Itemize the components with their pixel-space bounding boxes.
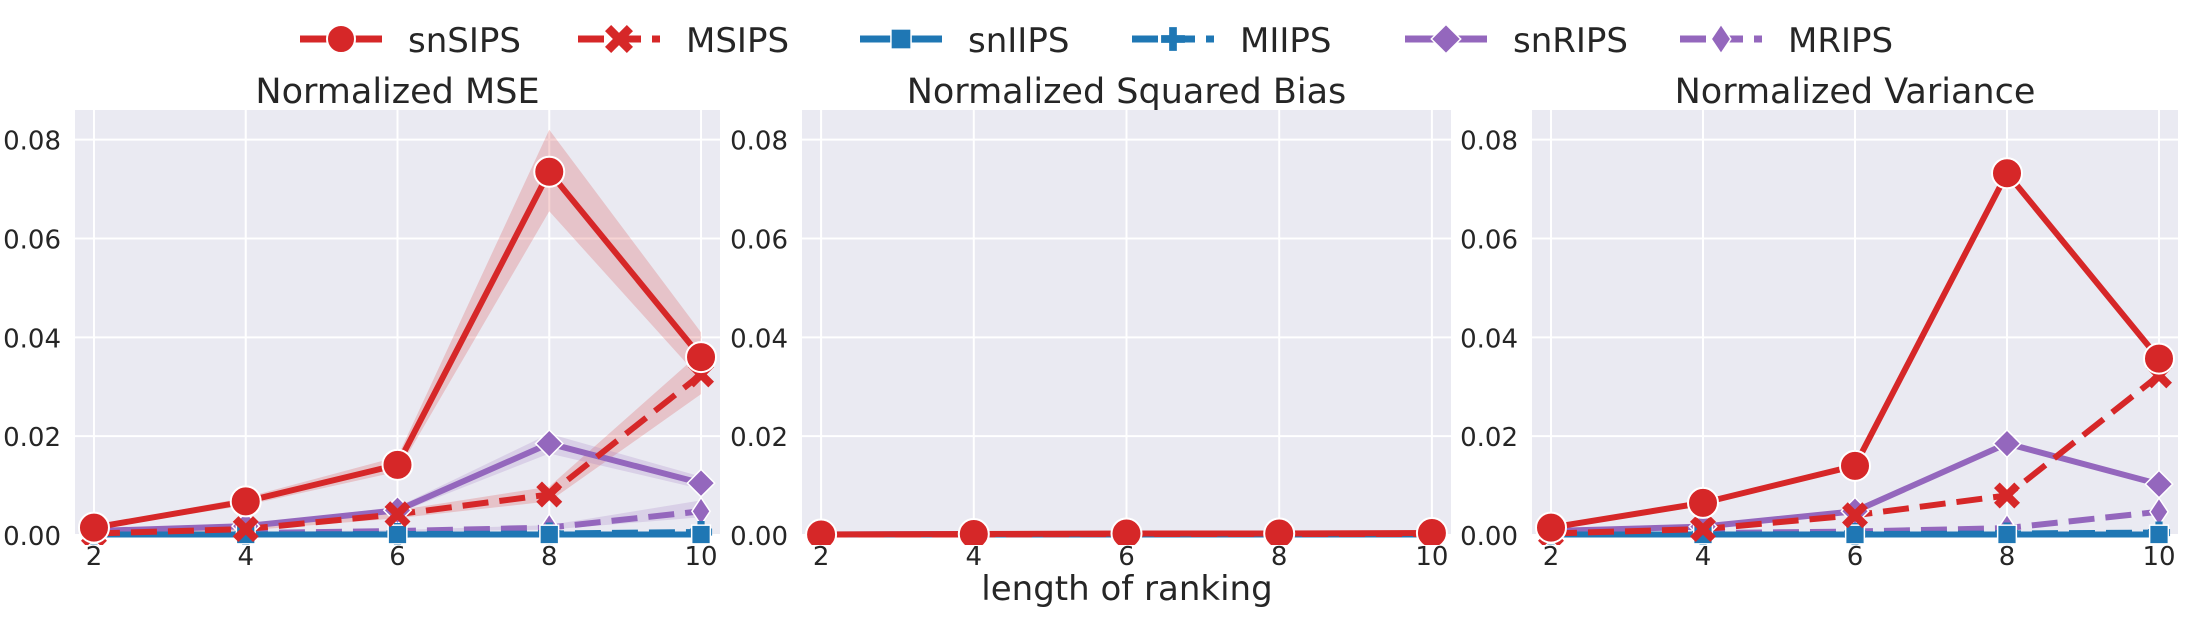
panel-normalized-variance-x-tick-label: 6 [1847,542,1864,572]
legend-marker-mrips [1710,22,1732,56]
panel-normalized-variance-y-tick-label: 0.02 [1460,423,1518,453]
panel-normalized-squared-bias-x-tick-label: 8 [1271,542,1288,572]
panel-normalized-mse-x-tick-label: 6 [389,542,406,572]
panel-normalized-variance-y-tick-label: 0.08 [1460,127,1518,157]
panel-normalized-squared-bias-y-tick-label: 0.00 [730,522,788,552]
panel-normalized-variance-point-msips [1690,516,1716,543]
panel-normalized-variance-point-snsips [1687,486,1719,519]
legend-label-mrips: MRIPS [1788,21,1893,61]
panel-normalized-squared-bias-y-tick-label: 0.06 [730,225,788,255]
legend-label-miips: MIIPS [1240,21,1331,61]
panel-normalized-variance-x-tick-label: 10 [2142,542,2175,572]
panel-normalized-variance-series-layer [1535,157,2175,545]
panel-normalized-variance-x-tick-label: 2 [1543,542,1560,572]
panel-normalized-variance-point-snrips [1992,428,2022,459]
panel-normalized-mse-point-msips [536,481,563,508]
legend-item-miips: MIIPS [1132,21,1331,61]
panel-normalized-mse-x-tick-label: 2 [86,542,103,572]
legend-item-snrips: snRIPS [1405,21,1628,61]
panel-normalized-mse-x-tick-label: 8 [541,542,558,572]
legend-item-mrips: MRIPS [1680,21,1893,61]
panel-normalized-variance-point-snsips [1839,449,1871,482]
panels: 0.00 0.02 0.04 0.06 0.08 2 4 6 8 10 Normalized MSE… [3,72,2178,572]
panel-normalized-mse-point-snsips [381,448,414,481]
panel-normalized-squared-bias-point-snsips [1110,517,1143,545]
panel-normalized-mse-point-sniips [690,524,712,545]
panel-normalized-variance-point-sniips [2148,524,2170,545]
legend-item-snsips: snSIPS [300,21,521,61]
legend-label-snsips: snSIPS [408,21,521,61]
panel-normalized-mse-band-msips [93,352,702,535]
legend-label-sniips: snIIPS [968,21,1069,61]
panel-normalized-variance-point-sniips [1844,524,1866,545]
panel-normalized-variance-x-tick-label: 8 [1999,542,2016,572]
panel-normalized-squared-bias-point-snsips [805,518,838,545]
panel-normalized-mse-point-snsips [685,341,718,374]
panel-normalized-squared-bias-x-tick-label: 10 [1415,542,1448,572]
panel-normalized-variance-point-snsips [1991,157,2023,190]
panel-normalized-variance-point-snsips [1535,511,1567,544]
panel-normalized-mse-y-tick-label: 0.02 [3,423,61,453]
legend: snSIPS MSIPS snIIPS MIIPS snRIPS MRIPS [300,21,1893,61]
panel-normalized-variance-x-tick-label: 4 [1695,542,1712,572]
legend-item-msips: MSIPS [578,21,789,61]
panel-normalized-mse-series-layer [77,129,718,545]
panel-normalized-squared-bias-title: Normalized Squared Bias [907,72,1347,112]
panel-normalized-squared-bias-series-layer [805,517,1448,545]
panel-normalized-variance-point-msips [1842,502,1868,529]
panel-normalized-mse-x-tick-label: 10 [684,542,717,572]
panel-normalized-mse-point-snsips [77,511,110,544]
panel-normalized-mse-point-msips [384,501,411,528]
panel-normalized-mse-y-tick-label: 0.08 [3,127,61,157]
panel-normalized-mse-point-msips [232,516,259,543]
panel-normalized-mse-point-snrips [534,428,564,459]
legend-marker-msips [605,25,633,53]
panel-normalized-squared-bias-point-snsips [957,518,990,545]
legend-label-msips: MSIPS [686,21,789,61]
legend-marker-snsips [326,24,356,54]
legend-marker-snrips [1430,23,1462,55]
panel-normalized-mse-title: Normalized MSE [255,72,539,112]
panel-normalized-mse: 0.00 0.02 0.04 0.06 0.08 2 4 6 8 10 Normalized MSE [3,72,720,572]
shared-x-axis-label: length of ranking [981,569,1272,609]
legend-marker-sniips [890,28,912,50]
panel-normalized-mse-point-sniips [539,524,560,545]
panel-normalized-mse-point-snsips [533,155,566,188]
panel-normalized-variance-title: Normalized Variance [1675,72,2036,112]
panel-normalized-variance-y-tick-label: 0.06 [1460,225,1518,255]
panel-normalized-squared-bias-y-tick-label: 0.04 [730,324,788,354]
panel-normalized-variance: 0.00 0.02 0.04 0.06 0.08 2 4 6 8 10 Normalized Var… [1460,72,2178,572]
panel-normalized-squared-bias-y-tick-label: 0.08 [730,127,788,157]
panel-normalized-mse-y-tick-label: 0.04 [3,324,61,354]
panel-normalized-squared-bias-point-snsips [1263,517,1296,545]
panel-normalized-variance-point-snrips [2144,469,2174,499]
panel-normalized-mse-point-snrips [686,468,716,498]
panel-normalized-variance-point-sniips [1996,524,2018,545]
legend-item-sniips: snIIPS [860,21,1069,61]
panel-normalized-mse-point-sniips [387,524,408,545]
legend-marker-miips [1161,27,1185,51]
panel-normalized-squared-bias-x-tick-label: 4 [966,542,983,572]
panel-normalized-mse-point-snsips [229,485,262,518]
panel-normalized-squared-bias-x-tick-label: 2 [813,542,830,572]
panel-normalized-mse-y-tick-label: 0.06 [3,225,61,255]
panel-normalized-variance-point-msips [1994,482,2020,509]
panel-normalized-variance-y-tick-label: 0.04 [1460,324,1518,354]
panel-normalized-squared-bias-x-tick-label: 6 [1118,542,1135,572]
legend-label-snrips: snRIPS [1513,21,1628,61]
panel-normalized-variance-point-snsips [2143,342,2175,375]
panel-normalized-squared-bias-point-snsips [1415,517,1448,545]
panel-normalized-squared-bias: 0.00 0.02 0.04 0.06 0.08 2 4 6 8 10 Normalized Squ… [730,72,1451,572]
panel-normalized-squared-bias-y-tick-label: 0.02 [730,423,788,453]
panel-normalized-mse-x-tick-label: 4 [237,542,254,572]
panel-normalized-variance-y-tick-label: 0.00 [1460,522,1518,552]
panel-normalized-mse-y-tick-label: 0.00 [3,522,61,552]
